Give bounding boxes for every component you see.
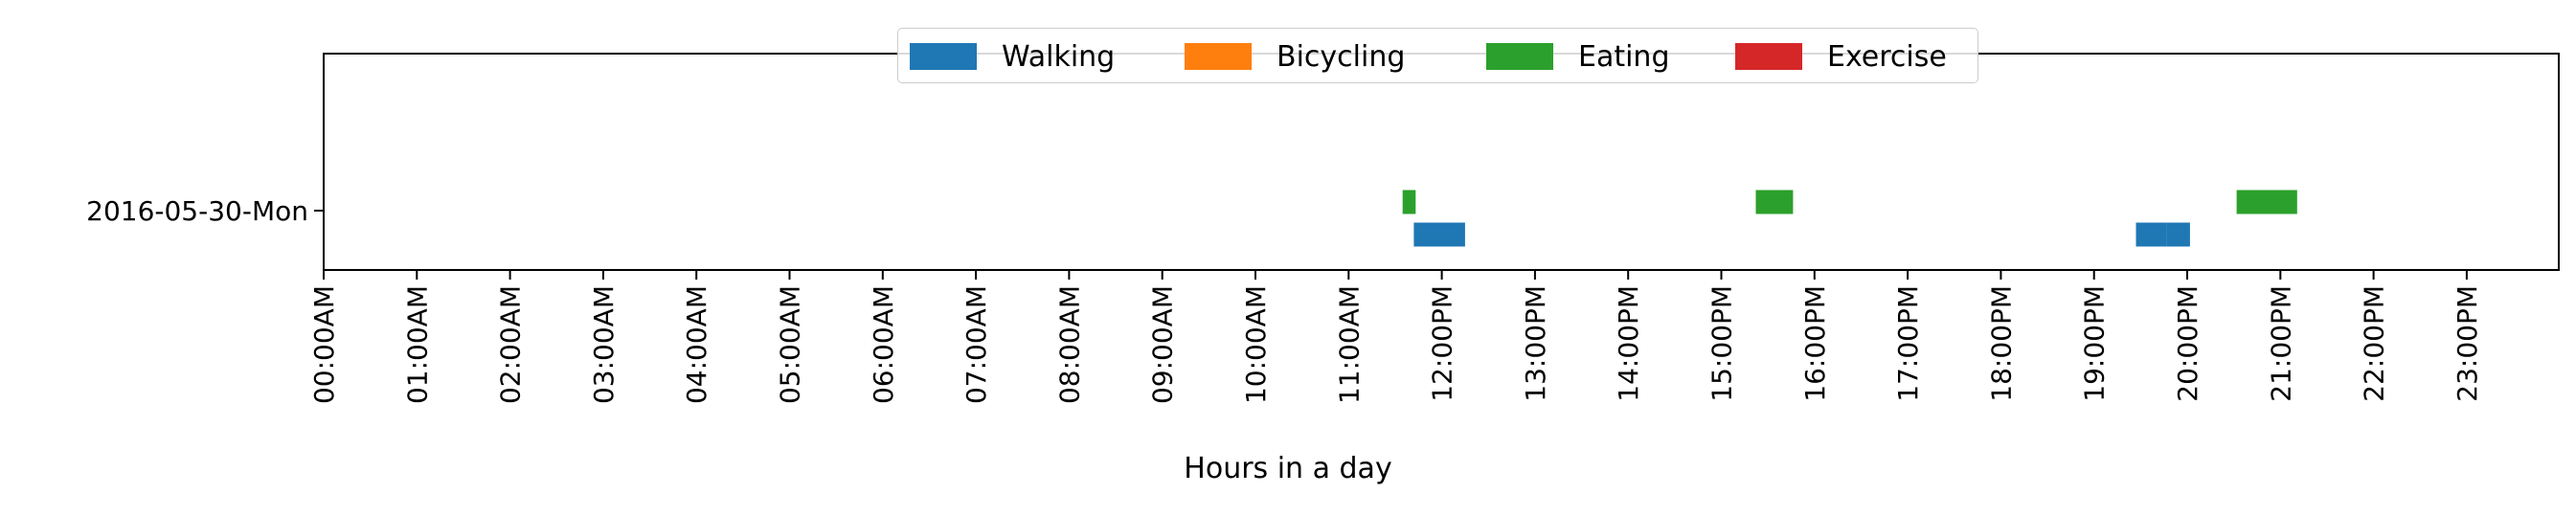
x-tick-label-23: 23:00PM xyxy=(2452,285,2483,402)
x-tick-label-15: 15:00PM xyxy=(1706,285,1738,402)
bar-eating-2 xyxy=(2236,190,2297,214)
legend-item-bicycling: Bicycling xyxy=(1185,38,1405,75)
x-tick-label-0: 00:00AM xyxy=(308,285,340,404)
x-tick-label-2: 02:00AM xyxy=(495,285,527,404)
legend-label-exercise: Exercise xyxy=(1827,39,1947,74)
bar-eating-0 xyxy=(1402,190,1416,214)
legend-item-eating: Eating xyxy=(1486,38,1670,75)
x-tick-label-11: 11:00AM xyxy=(1333,285,1365,404)
legend-label-eating: Eating xyxy=(1578,39,1670,74)
x-tick-label-8: 08:00AM xyxy=(1053,285,1085,404)
x-tick-label-3: 03:00AM xyxy=(588,285,620,404)
legend-item-walking: Walking xyxy=(910,38,1115,75)
bar-eating-1 xyxy=(1755,190,1794,214)
x-axis-title: Hours in a day xyxy=(1184,452,1392,485)
x-tick-label-16: 16:00PM xyxy=(1799,285,1831,402)
bars-group xyxy=(1402,190,2297,247)
x-tick-label-20: 20:00PM xyxy=(2172,285,2203,402)
bar-walking-2 xyxy=(2166,222,2190,247)
x-tick-label-22: 22:00PM xyxy=(2359,285,2390,402)
legend-label-bicycling: Bicycling xyxy=(1277,39,1406,74)
y-axis: 2016-05-30-Mon xyxy=(86,195,324,227)
x-tick-label-18: 18:00PM xyxy=(1985,285,2017,402)
legend-item-exercise: Exercise xyxy=(1735,38,1947,75)
bar-walking-1 xyxy=(2135,222,2167,247)
x-tick-label-4: 04:00AM xyxy=(681,285,712,404)
x-tick-label-6: 06:00AM xyxy=(868,285,899,404)
legend-swatch-walking xyxy=(910,43,977,70)
legend: Walking Bicycling Eating Exercise xyxy=(897,28,1978,83)
x-tick-label-21: 21:00PM xyxy=(2265,285,2296,402)
legend-swatch-exercise xyxy=(1735,43,1802,70)
legend-swatch-bicycling xyxy=(1185,43,1252,70)
x-tick-label-13: 13:00PM xyxy=(1520,285,1551,402)
x-tick-label-19: 19:00PM xyxy=(2079,285,2111,402)
bar-walking-0 xyxy=(1413,222,1465,247)
x-tick-label-9: 09:00AM xyxy=(1147,285,1179,404)
x-tick-label-1: 01:00AM xyxy=(401,285,433,404)
x-tick-label-10: 10:00AM xyxy=(1240,285,1272,404)
x-axis: 00:00AM 01:00AM 02:00AM 03:00AM 04:00AM 05:00… xyxy=(308,270,2483,404)
x-tick-label-7: 07:00AM xyxy=(960,285,992,404)
y-tick-label-0: 2016-05-30-Mon xyxy=(86,195,308,227)
x-tick-label-5: 05:00AM xyxy=(775,285,806,404)
legend-label-walking: Walking xyxy=(1002,39,1116,74)
x-tick-label-17: 17:00PM xyxy=(1892,285,1924,402)
x-tick-label-12: 12:00PM xyxy=(1427,285,1458,402)
legend-swatch-eating xyxy=(1486,43,1553,70)
x-tick-label-14: 14:00PM xyxy=(1613,285,1644,402)
